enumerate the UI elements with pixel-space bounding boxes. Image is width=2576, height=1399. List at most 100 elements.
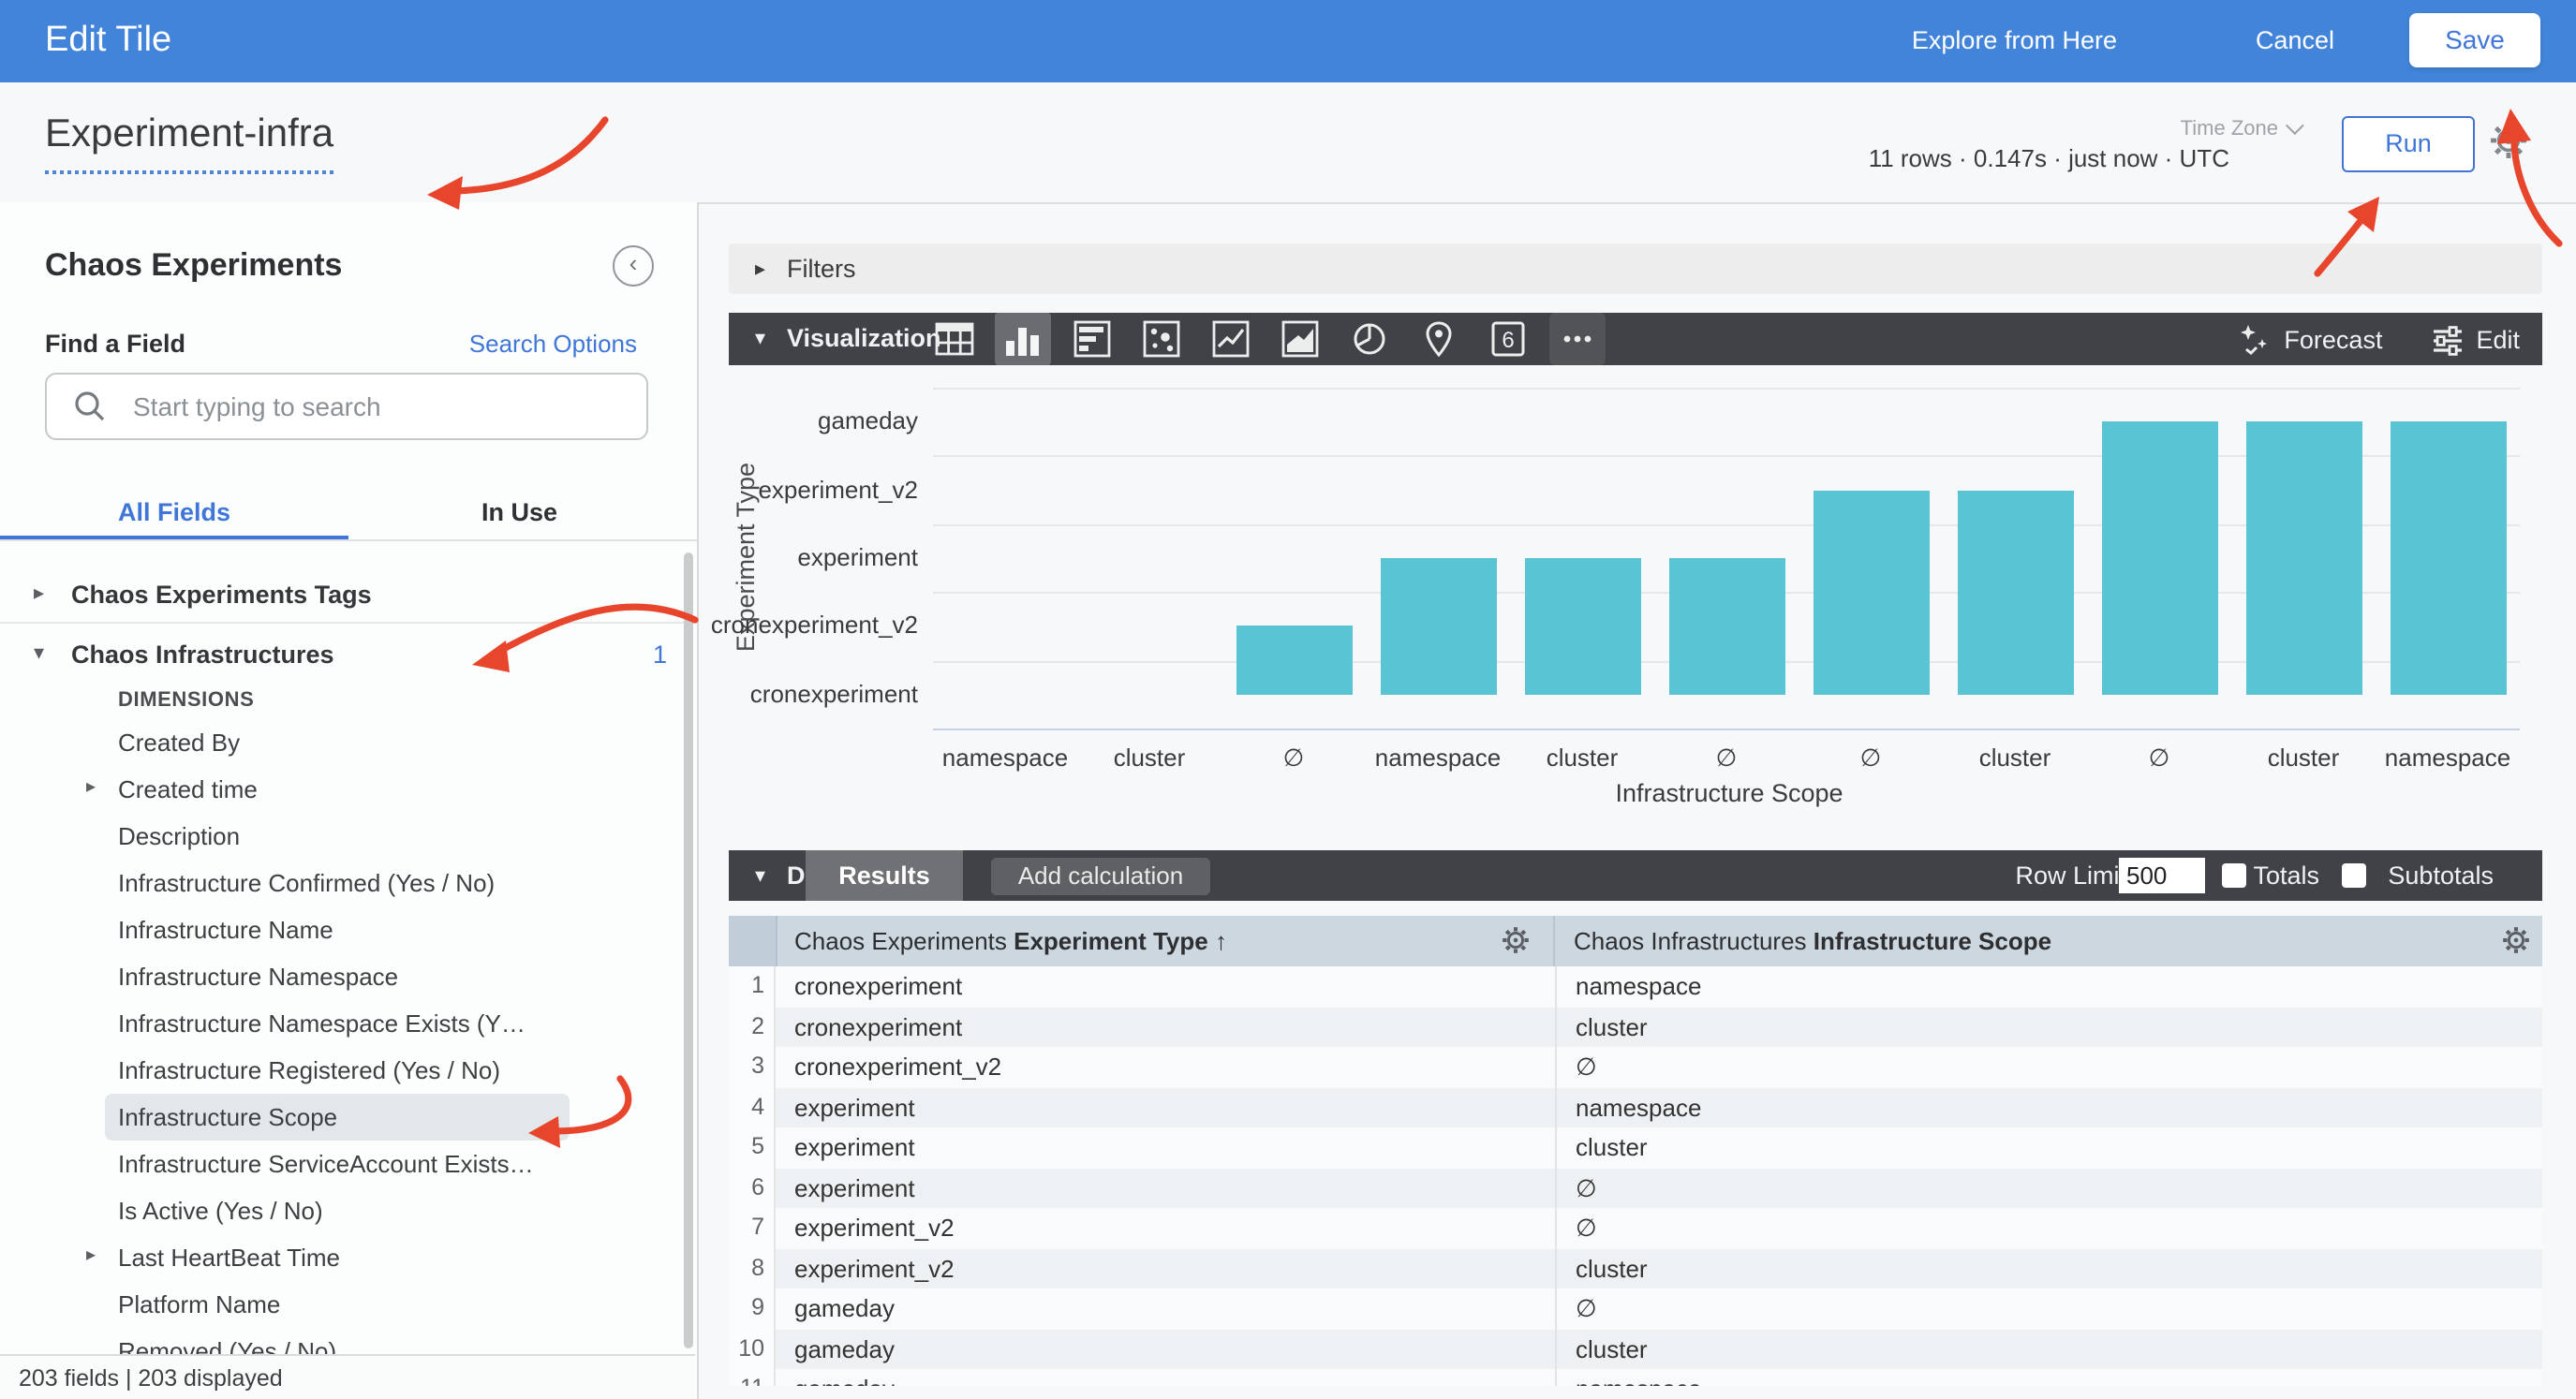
more-viz-icon[interactable] <box>1549 313 1606 365</box>
gear-icon[interactable] <box>2488 120 2529 161</box>
cell-experiment-type[interactable]: experiment_v2 <box>794 1214 955 1242</box>
caret-right-icon[interactable]: ▸ <box>86 777 96 798</box>
sidebar-field-infrastructure-registered-yes-no[interactable]: Infrastructure Registered (Yes / No) <box>0 1047 697 1094</box>
cell-infrastructure-scope[interactable]: ∅ <box>1555 1168 2542 1208</box>
bar-chart-icon[interactable] <box>1064 313 1120 365</box>
cell-infrastructure-scope[interactable]: namespace <box>1555 1369 2542 1386</box>
results-tab[interactable]: Results <box>806 850 963 901</box>
bar-experiment_v2-cluster[interactable] <box>1957 490 2073 695</box>
sidebar-field-infrastructure-serviceaccount-exists[interactable]: Infrastructure ServiceAccount Exists… <box>0 1141 697 1187</box>
cell-infrastructure-scope[interactable]: ∅ <box>1555 1208 2542 1248</box>
column-header-experiment-type[interactable]: Chaos Experiments Experiment Type ↑ <box>794 927 1227 955</box>
search-input[interactable] <box>129 376 624 436</box>
bar-gameday-namespace[interactable] <box>2390 421 2506 695</box>
table-row[interactable]: 2 cronexperiment cluster <box>729 1007 2542 1047</box>
cell-infrastructure-scope[interactable]: ∅ <box>1555 1289 2542 1329</box>
pie-chart-icon[interactable] <box>1341 313 1398 365</box>
filters-section-bar[interactable]: ▸ Filters <box>729 243 2542 294</box>
tab-all-fields[interactable]: All Fields <box>118 498 231 526</box>
table-row[interactable]: 8 experiment_v2 cluster <box>729 1248 2542 1289</box>
search-options-link[interactable]: Search Options <box>468 330 637 358</box>
cell-experiment-type[interactable]: experiment_v2 <box>794 1254 955 1282</box>
sidebar-field-created-time[interactable]: ▸ Created time <box>0 766 697 813</box>
gear-icon[interactable] <box>2501 925 2531 955</box>
bar-experiment_v2-∅[interactable] <box>1813 490 1929 695</box>
cell-infrastructure-scope[interactable]: cluster <box>1555 1007 2542 1047</box>
caret-right-icon[interactable]: ▸ <box>86 1245 96 1266</box>
save-button[interactable]: Save <box>2409 13 2540 67</box>
cell-experiment-type[interactable]: experiment <box>794 1133 915 1161</box>
cell-experiment-type[interactable]: cronexperiment <box>794 1012 963 1040</box>
bar-gameday-cluster[interactable] <box>2245 421 2361 695</box>
totals-checkbox[interactable] <box>2222 863 2246 888</box>
sidebar-field-infrastructure-confirmed-yes-no[interactable]: Infrastructure Confirmed (Yes / No) <box>0 860 697 906</box>
bar-cronexperiment_v2-∅[interactable] <box>1236 626 1352 695</box>
sidebar-group-chaos-experiments-tags[interactable]: ▸ Chaos Experiments Tags <box>34 581 372 609</box>
cell-infrastructure-scope[interactable]: cluster <box>1555 1248 2542 1289</box>
bar-experiment-namespace[interactable] <box>1380 558 1496 695</box>
bar-experiment-∅[interactable] <box>1668 558 1784 695</box>
cell-experiment-type[interactable]: gameday <box>777 1369 1553 1386</box>
gear-icon[interactable] <box>1501 925 1531 955</box>
sidebar-field-is-active-yes-no[interactable]: Is Active (Yes / No) <box>0 1187 697 1234</box>
cell-infrastructure-scope[interactable]: cluster <box>1555 1329 2542 1369</box>
sort-ascending-icon[interactable]: ↑ <box>1214 927 1227 955</box>
results-table-header: Chaos Experiments Experiment Type ↑ Chao… <box>729 916 2542 966</box>
column-header-infrastructure-scope[interactable]: Chaos Infrastructures Infrastructure Sco… <box>1574 927 2052 955</box>
caret-down-icon[interactable]: ▾ <box>755 328 766 350</box>
sidebar-field-infrastructure-namespace-exists-y[interactable]: Infrastructure Namespace Exists (Y… <box>0 1000 697 1047</box>
subtotals-checkbox[interactable] <box>2342 863 2366 888</box>
run-button[interactable]: Run <box>2342 116 2475 172</box>
cell-infrastructure-scope[interactable]: namespace <box>1555 1087 2542 1127</box>
sidebar-field-infrastructure-scope[interactable]: Infrastructure Scope <box>0 1094 697 1141</box>
cell-experiment-type[interactable]: cronexperiment_v2 <box>794 1053 1002 1081</box>
sidebar-field-created-by[interactable]: Created By <box>0 719 697 766</box>
sidebar-field-description[interactable]: Description <box>0 813 697 860</box>
forecast-button[interactable]: Forecast <box>2239 323 2382 355</box>
sidebar-scrollbar[interactable] <box>684 552 693 1348</box>
cell-experiment-type[interactable]: gameday <box>794 1294 895 1322</box>
cell-experiment-type[interactable]: gameday <box>794 1334 895 1362</box>
add-calculation-button[interactable]: Add calculation <box>991 858 1210 895</box>
caret-right-icon: ▸ <box>34 582 45 605</box>
timezone-selector[interactable]: Time Zone <box>2181 116 2304 140</box>
sidebar-field-infrastructure-namespace[interactable]: Infrastructure Namespace <box>0 953 697 1000</box>
single-value-icon[interactable]: 6 <box>1480 313 1536 365</box>
cell-experiment-type[interactable]: experiment <box>794 1173 915 1201</box>
sidebar-field-platform-name[interactable]: Platform Name <box>0 1281 697 1328</box>
table-row[interactable]: 3 cronexperiment_v2 ∅ <box>729 1047 2542 1087</box>
cell-experiment-type[interactable]: cronexperiment <box>794 972 963 1000</box>
edit-viz-button[interactable]: Edit <box>2431 323 2520 355</box>
collapse-sidebar-icon[interactable]: ‹ <box>613 245 654 287</box>
table-row[interactable]: 1 cronexperiment namespace <box>729 966 2542 1007</box>
sidebar-field-infrastructure-name[interactable]: Infrastructure Name <box>0 906 697 953</box>
cell-infrastructure-scope[interactable]: ∅ <box>1555 1047 2542 1087</box>
map-chart-icon[interactable] <box>1411 313 1467 365</box>
tab-in-use[interactable]: In Use <box>481 498 558 526</box>
scatter-chart-icon[interactable] <box>1133 313 1190 365</box>
cell-infrastructure-scope[interactable]: namespace <box>1555 966 2542 1007</box>
caret-down-icon[interactable]: ▾ <box>755 865 766 888</box>
table-row[interactable]: 9 gameday ∅ <box>729 1289 2542 1329</box>
sidebar-field-last-heartbeat-time[interactable]: ▸ Last HeartBeat Time <box>0 1234 697 1281</box>
column-chart-icon[interactable] <box>995 313 1051 365</box>
table-chart-icon[interactable] <box>925 313 982 365</box>
tile-name-editable[interactable]: Experiment-infra <box>45 112 334 174</box>
cancel-button[interactable]: Cancel <box>2255 26 2334 54</box>
bar-gameday-∅[interactable] <box>2101 421 2217 695</box>
table-row[interactable]: 5 experiment cluster <box>729 1127 2542 1168</box>
table-row[interactable]: 10 gameday cluster <box>729 1329 2542 1369</box>
table-row[interactable]: 6 experiment ∅ <box>729 1168 2542 1208</box>
bar-experiment-cluster[interactable] <box>1524 558 1640 695</box>
table-row[interactable]: 11gamedaynamespace <box>729 1369 2542 1386</box>
row-limit-input[interactable] <box>2119 858 2205 893</box>
sidebar-group-chaos-infrastructures[interactable]: ▾ Chaos Infrastructures 1 <box>34 641 667 669</box>
explore-from-here-button[interactable]: Explore from Here <box>1911 26 2117 54</box>
area-chart-icon[interactable] <box>1272 313 1328 365</box>
table-row[interactable]: 7 experiment_v2 ∅ <box>729 1208 2542 1248</box>
table-row[interactable]: 4 experiment namespace <box>729 1087 2542 1127</box>
cell-experiment-type[interactable]: experiment <box>794 1093 915 1121</box>
cell-infrastructure-scope[interactable]: cluster <box>1555 1127 2542 1168</box>
field-label: Description <box>118 822 241 850</box>
line-chart-icon[interactable] <box>1203 313 1259 365</box>
